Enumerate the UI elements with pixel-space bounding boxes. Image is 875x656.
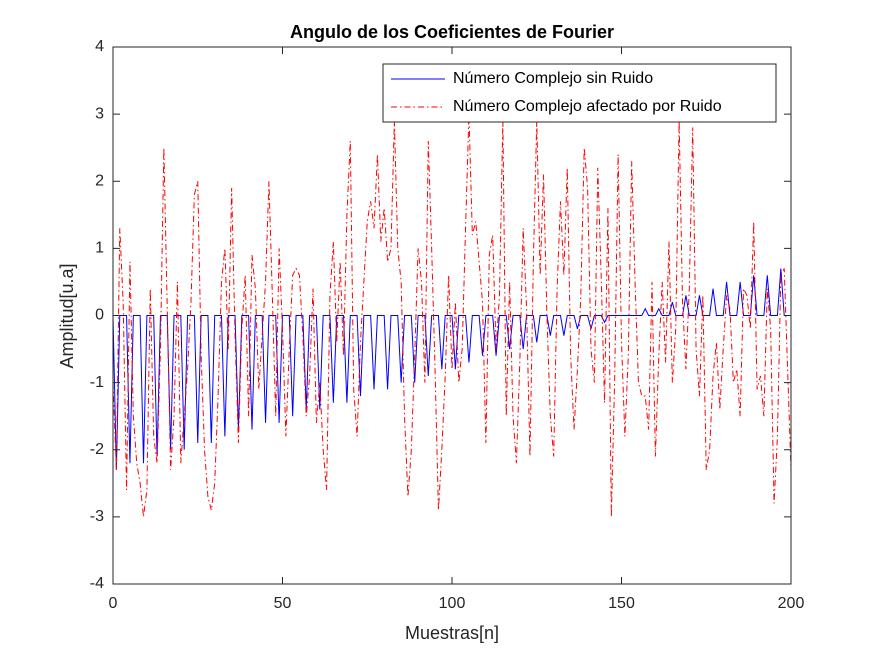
- y-axis-label: Amplitud[u.a]: [57, 263, 77, 368]
- y-tick-label: -1: [90, 374, 104, 391]
- y-tick-label: -3: [90, 508, 104, 525]
- x-tick-label: 50: [274, 595, 292, 612]
- data-line: [113, 114, 791, 517]
- chart-title: Angulo de los Coeficientes de Fourier: [290, 22, 614, 42]
- legend-label: Número Complejo afectado por Ruido: [453, 98, 722, 115]
- y-tick-label: -2: [90, 441, 104, 458]
- y-tick-label: 0: [95, 307, 104, 324]
- x-tick-label: 200: [778, 595, 805, 612]
- y-tick-label: 1: [95, 240, 104, 257]
- y-tick-label: -4: [90, 575, 104, 592]
- x-tick-label: 100: [439, 595, 466, 612]
- y-tick-label: 3: [95, 105, 104, 122]
- legend-box: [382, 63, 777, 123]
- legend: Número Complejo sin Ruido Número Complejo…: [382, 63, 777, 123]
- x-axis-label: Muestras[n]: [405, 623, 499, 643]
- x-tick-label: 0: [109, 595, 118, 612]
- y-tick-label: 4: [95, 38, 104, 55]
- x-tick-label: 150: [608, 595, 635, 612]
- y-tick-label: 2: [95, 172, 104, 189]
- legend-label: Número Complejo sin Ruido: [453, 70, 653, 87]
- data-line: [113, 268, 791, 470]
